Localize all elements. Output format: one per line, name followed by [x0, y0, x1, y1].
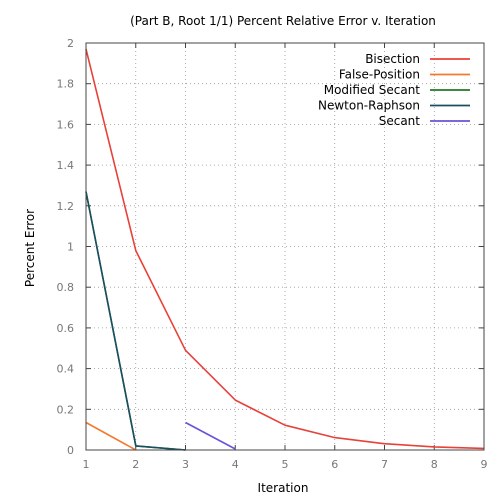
y-tick-label: 0 — [67, 444, 74, 457]
x-tick-label: 4 — [232, 458, 239, 471]
y-tick-label: 0.2 — [57, 403, 75, 416]
series-line-false-position — [85, 421, 137, 451]
legend-label: Modified Secant — [324, 83, 421, 97]
x-tick-label: 6 — [331, 458, 338, 471]
y-tick-label: 0.4 — [57, 363, 75, 376]
x-tick-label: 2 — [132, 458, 139, 471]
legend-label: False-Position — [339, 68, 420, 82]
legend-label: Secant — [379, 114, 421, 128]
chart-title: (Part B, Root 1/1) Percent Relative Erro… — [130, 14, 436, 28]
x-tick-label: 1 — [83, 458, 90, 471]
series-lines — [85, 48, 485, 451]
x-tick-label: 8 — [431, 458, 438, 471]
legend-label: Bisection — [365, 52, 420, 66]
series-line-secant — [185, 421, 236, 450]
grid — [85, 42, 485, 451]
series-line-newton-raphson — [85, 191, 186, 451]
y-tick-label: 2 — [67, 37, 74, 50]
y-tick-label: 1.8 — [57, 78, 75, 91]
x-axis-label: Iteration — [258, 481, 309, 495]
y-tick-label: 0.6 — [57, 322, 75, 335]
y-tick-label: 0.8 — [57, 281, 75, 294]
x-tick-label: 9 — [481, 458, 488, 471]
y-tick-label: 1.6 — [57, 118, 75, 131]
y-tick-label: 1.2 — [57, 200, 75, 213]
x-tick-label: 7 — [381, 458, 388, 471]
plot-border — [85, 42, 485, 451]
legend-label: Newton-Raphson — [318, 99, 420, 113]
y-tick-label: 1.4 — [57, 159, 75, 172]
x-axis-ticks: 1 2 3 4 5 6 7 8 9 — [83, 43, 488, 471]
y-axis-label: Percent Error — [23, 209, 37, 287]
x-tick-label: 5 — [282, 458, 289, 471]
series-line-bisection — [85, 48, 485, 450]
x-tick-label: 3 — [182, 458, 189, 471]
y-tick-label: 1 — [67, 241, 74, 254]
